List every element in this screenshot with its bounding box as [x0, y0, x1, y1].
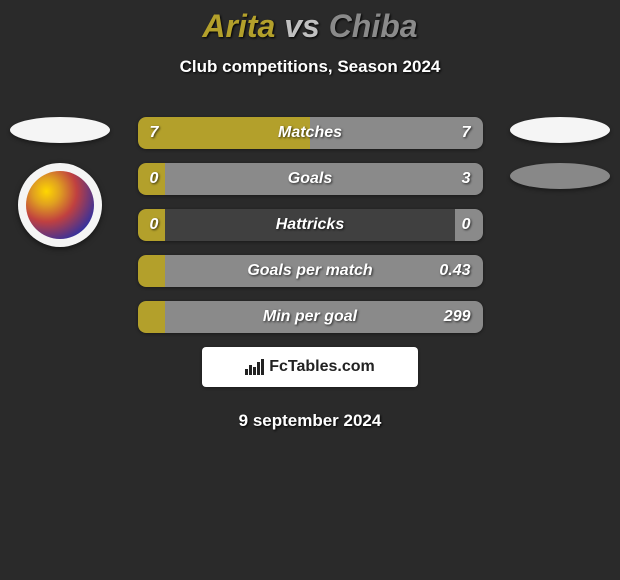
stat-label: Matches — [138, 117, 483, 149]
brand-text: FcTables.com — [245, 358, 375, 376]
stat-label: Hattricks — [138, 209, 483, 241]
team-logo-vegalta — [18, 163, 102, 247]
right-badge-column — [510, 117, 610, 209]
vs-text: vs — [284, 8, 320, 44]
player2-name: Chiba — [329, 8, 418, 44]
stat-row: 00Hattricks — [138, 209, 483, 241]
stats-table: 77Matches 03Goals 00Hattricks 0.43Goals per… — [138, 117, 483, 333]
left-badge-column — [10, 117, 110, 247]
title: Arita vs Chiba — [0, 8, 620, 45]
subtitle: Club competitions, Season 2024 — [0, 57, 620, 77]
team-logo-art — [26, 171, 94, 239]
left-ellipse-1 — [10, 117, 110, 143]
player1-name: Arita — [202, 8, 275, 44]
content-area: 77Matches 03Goals 00Hattricks 0.43Goals per… — [0, 117, 620, 431]
stat-label: Goals — [138, 163, 483, 195]
stat-row: 299Min per goal — [138, 301, 483, 333]
stat-row: 0.43Goals per match — [138, 255, 483, 287]
right-ellipse-1 — [510, 117, 610, 143]
footer-date: 9 september 2024 — [0, 411, 620, 431]
brand-label: FcTables.com — [269, 358, 375, 376]
stat-row: 77Matches — [138, 117, 483, 149]
bars-icon — [245, 359, 265, 375]
right-ellipse-2 — [510, 163, 610, 189]
stat-label: Min per goal — [138, 301, 483, 333]
stat-row: 03Goals — [138, 163, 483, 195]
infographic-container: Arita vs Chiba Club competitions, Season… — [0, 0, 620, 431]
brand-badge: FcTables.com — [202, 347, 418, 387]
stat-label: Goals per match — [138, 255, 483, 287]
